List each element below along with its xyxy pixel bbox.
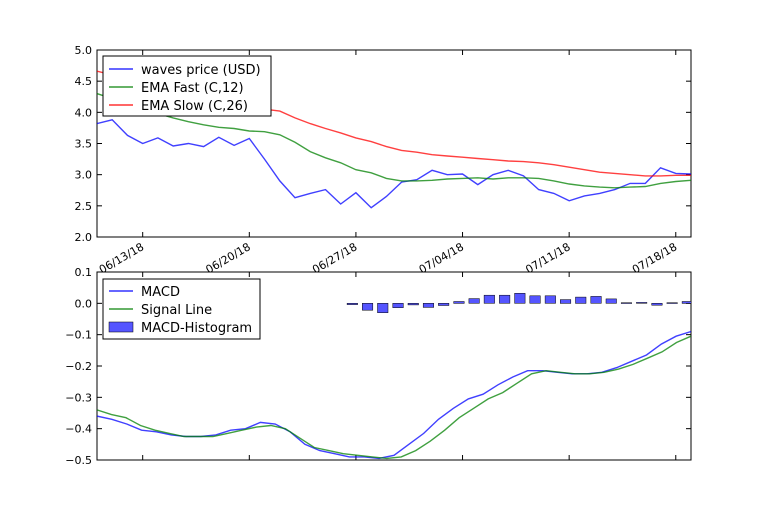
legend-label-1: EMA Fast (C,12) [141, 81, 244, 96]
price-legend-box [102, 55, 272, 117]
legend-label-2: EMA Slow (C,26) [141, 99, 248, 114]
price-ytick-label: 4.0 [75, 106, 93, 119]
macd-legend: MACD Signal Line MACD-Histogram [102, 278, 261, 340]
price-xtick-label: 07/04/18 [417, 240, 466, 276]
histogram-bar [713, 299, 724, 304]
histogram-bar [422, 303, 434, 308]
price-legend: waves price (USD) EMA Fast (C,12) EMA Slow… [102, 55, 272, 117]
price-xtick-label: 06/27/18 [310, 240, 359, 276]
histogram-bar [575, 296, 587, 304]
histogram-bar [636, 302, 648, 304]
histogram-bar [483, 294, 495, 304]
price-ytick-label: 3.5 [75, 138, 93, 151]
price-ema-panel: 2.0 2.5 3.0 3.5 4.0 4.5 5.0 06/13/18 06/20/18 06/… [75, 44, 692, 276]
histogram-bar [560, 299, 572, 304]
price-ytick-label: 4.5 [75, 75, 93, 88]
macd-legend-label-1: Signal Line [141, 303, 212, 318]
macd-ytick-label: −0.2 [65, 360, 92, 373]
histogram-bar [728, 299, 739, 304]
macd-ytick-label: −0.3 [65, 391, 92, 404]
histogram-bar [499, 294, 511, 304]
histogram-bar [620, 302, 632, 304]
series-line-1 [97, 92, 691, 189]
series-line-0 [97, 119, 691, 209]
histogram-bar [651, 303, 663, 306]
histogram-bar [468, 298, 480, 304]
macd-legend-label-2: MACD-Histogram [141, 321, 252, 336]
macd-panel: −0.5 −0.4 −0.3 −0.2 −0.1 0.0 0.1 MACD Signal Lin… [65, 266, 768, 467]
price-ytick-label: 2.0 [75, 231, 93, 244]
histogram-bar [544, 295, 556, 304]
histogram-bar [377, 303, 389, 313]
macd-ytick-label: 0.1 [75, 266, 93, 279]
histogram-bar [697, 300, 708, 303]
histogram-bar [514, 293, 526, 304]
histogram-bar [666, 302, 678, 304]
histogram-bar [758, 298, 768, 303]
macd-ytick-label: −0.5 [65, 454, 92, 467]
histogram-bar [438, 303, 450, 306]
histogram-bar [392, 303, 404, 308]
price-ytick-label: 3.0 [75, 169, 93, 182]
histogram-bar [681, 301, 691, 304]
price-xtick-label: 06/20/18 [204, 240, 253, 276]
histogram-bar [605, 298, 617, 304]
histogram-bar [453, 301, 465, 304]
histogram-bar [590, 296, 602, 304]
macd-ytick-label: −0.4 [65, 423, 92, 436]
price-ytick-label: 2.5 [75, 200, 93, 213]
price-xtick-label: 07/18/18 [630, 240, 679, 276]
macd-ytick-label: −0.1 [65, 329, 92, 342]
price-ytick-label: 5.0 [75, 44, 93, 57]
macd-legend-label-0: MACD [141, 285, 180, 300]
histogram-bar [743, 295, 754, 304]
histogram-bar [362, 303, 374, 311]
signal-line [97, 335, 691, 460]
price-xtick-label: 06/13/18 [97, 240, 146, 276]
histogram-bar [407, 303, 419, 306]
histogram-bar [346, 303, 358, 305]
macd-line [97, 330, 691, 460]
histogram-bar [529, 295, 541, 304]
macd-legend-swatch-2 [108, 321, 134, 333]
macd-ytick-label: 0.0 [75, 297, 93, 310]
price-xtick-label: 07/11/18 [523, 240, 572, 276]
legend-label-0: waves price (USD) [141, 63, 261, 78]
